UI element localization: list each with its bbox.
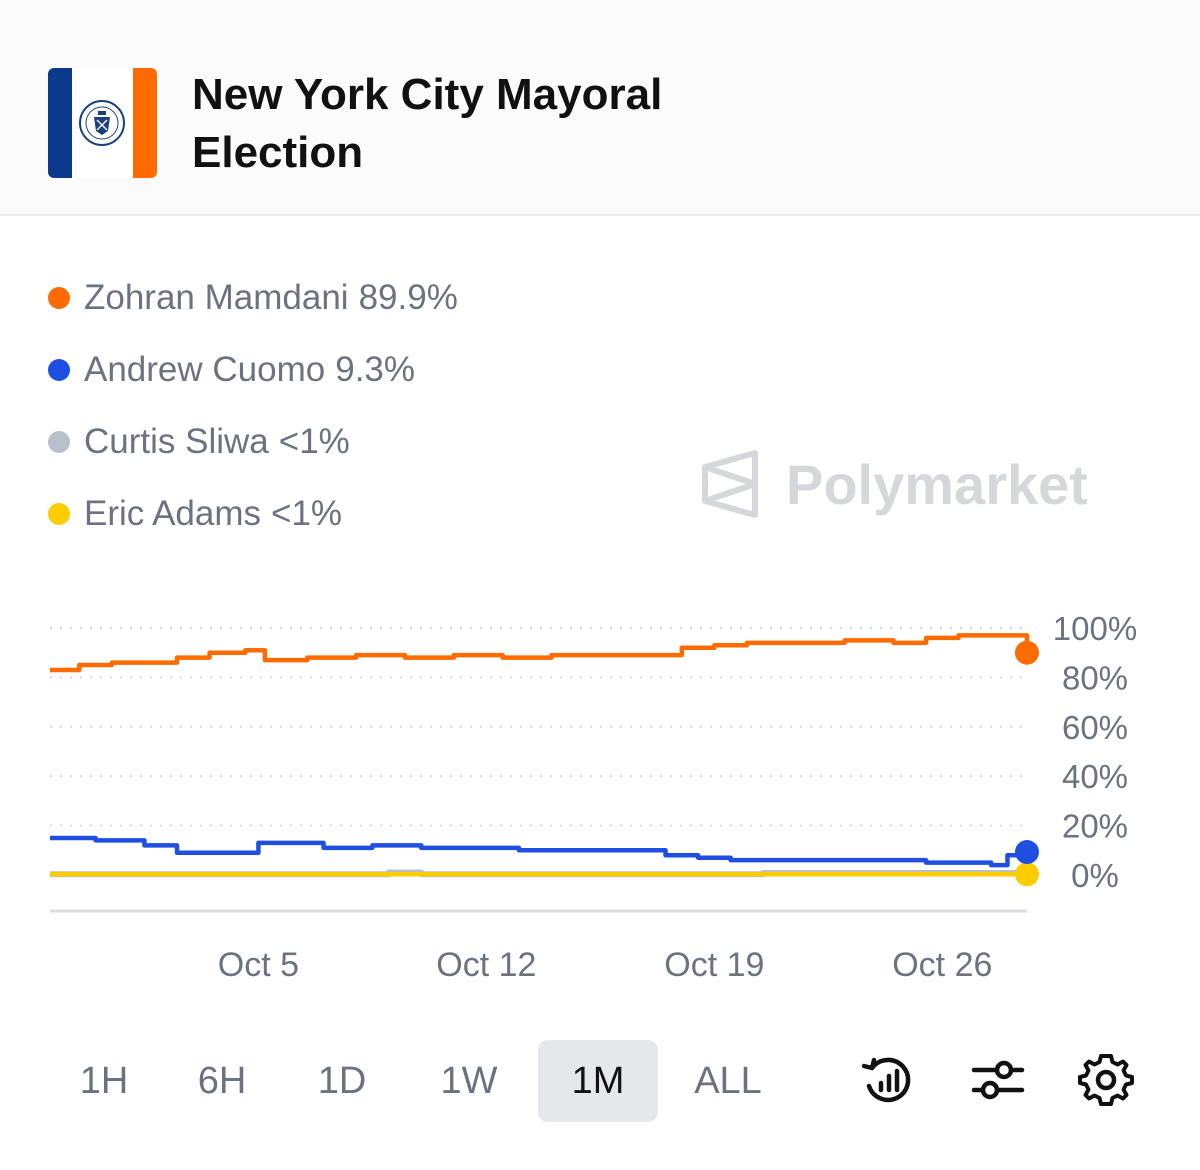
- legend-value: 89.9%: [358, 278, 458, 317]
- seal-icon: [79, 100, 125, 146]
- x-tick-label: Oct 5: [218, 946, 299, 984]
- timeframe-1m[interactable]: 1M: [538, 1040, 658, 1122]
- legend-item-adams: Eric Adams <1%: [48, 478, 458, 550]
- timeframe-all[interactable]: ALL: [694, 1060, 762, 1102]
- legend: Zohran Mamdani 89.9% Andrew Cuomo 9.3% C…: [48, 262, 458, 550]
- market-title: New York City Mayoral Election: [192, 70, 663, 177]
- legend-value: 9.3%: [335, 350, 416, 389]
- timeframe-1w[interactable]: 1W: [440, 1060, 498, 1102]
- price-chart[interactable]: 100% 80% 60% 40% 20% 0% Oct 5 Oct 12 Oct 19 Oct 2…: [0, 600, 1200, 1000]
- legend-label: Eric Adams: [84, 494, 261, 533]
- x-tick-label: Oct 19: [664, 946, 764, 984]
- y-tick-label: 0%: [1071, 857, 1119, 894]
- polymarket-watermark: Polymarket: [700, 444, 1088, 524]
- legend-label: Andrew Cuomo: [84, 350, 326, 389]
- timeframe-selector: 1H 6H 1D 1W 1M ALL: [48, 1040, 768, 1122]
- legend-dot-icon: [48, 503, 70, 525]
- series-line-zohran-mamdani: [50, 633, 1030, 673]
- legend-dot-icon: [48, 431, 70, 453]
- legend-item-cuomo: Andrew Cuomo 9.3%: [48, 334, 458, 406]
- legend-item-mamdani: Zohran Mamdani 89.9%: [48, 262, 458, 334]
- timeframe-1d[interactable]: 1D: [317, 1060, 367, 1102]
- y-tick-label: 60%: [1062, 709, 1128, 746]
- timeframe-6h[interactable]: 6H: [197, 1060, 247, 1102]
- y-tick-label: 20%: [1062, 808, 1128, 845]
- legend-label: Curtis Sliwa: [84, 422, 269, 461]
- history-chart-icon[interactable]: [860, 1052, 916, 1108]
- y-tick-label: 40%: [1062, 758, 1128, 795]
- legend-dot-icon: [48, 287, 70, 309]
- endpoint-marker: [1015, 840, 1039, 865]
- market-header: New York City Mayoral Election: [0, 0, 1200, 216]
- timeframe-1h[interactable]: 1H: [79, 1060, 129, 1102]
- nyc-flag-icon: [48, 68, 157, 178]
- y-tick-label: 100%: [1053, 610, 1137, 647]
- legend-dot-icon: [48, 359, 70, 381]
- legend-value: <1%: [271, 494, 343, 533]
- endpoint-marker: [1015, 640, 1039, 665]
- legend-item-sliwa: Curtis Sliwa <1%: [48, 406, 458, 478]
- x-tick-label: Oct 12: [436, 946, 536, 984]
- sliders-icon[interactable]: [970, 1052, 1026, 1108]
- y-tick-label: 80%: [1062, 659, 1128, 696]
- x-tick-label: Oct 26: [892, 946, 992, 984]
- watermark-text: Polymarket: [786, 452, 1088, 516]
- endpoint-marker: [1015, 862, 1039, 887]
- gear-icon[interactable]: [1078, 1052, 1134, 1108]
- series-line-andrew-cuomo: [50, 835, 1030, 868]
- polymarket-logo-icon: [702, 450, 758, 518]
- legend-value: <1%: [278, 422, 350, 461]
- legend-label: Zohran Mamdani: [84, 278, 349, 317]
